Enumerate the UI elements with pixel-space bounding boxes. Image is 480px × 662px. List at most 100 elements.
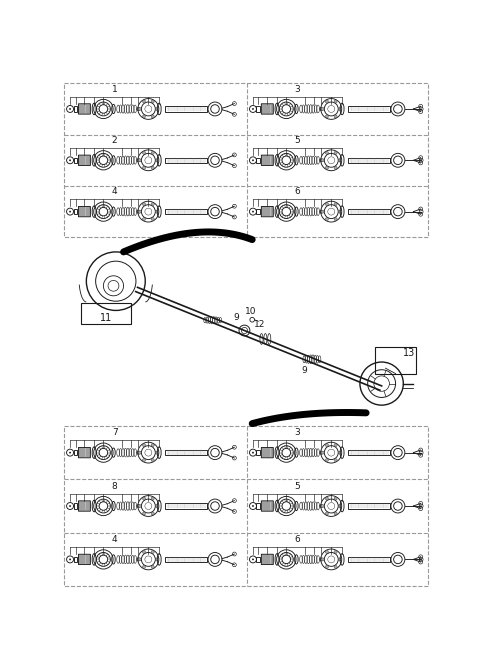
Circle shape: [320, 159, 323, 162]
Circle shape: [334, 550, 337, 553]
Circle shape: [252, 559, 254, 560]
Text: 10: 10: [245, 307, 256, 316]
Circle shape: [151, 218, 154, 220]
Circle shape: [325, 166, 328, 169]
Circle shape: [151, 565, 154, 569]
Text: 11: 11: [100, 313, 112, 323]
Circle shape: [137, 451, 140, 454]
Circle shape: [338, 504, 341, 508]
Circle shape: [69, 108, 71, 110]
FancyBboxPatch shape: [78, 155, 90, 166]
FancyBboxPatch shape: [261, 104, 273, 114]
Circle shape: [325, 497, 328, 500]
Circle shape: [320, 557, 323, 561]
Bar: [256, 209, 260, 214]
Circle shape: [320, 210, 323, 213]
Circle shape: [151, 550, 154, 553]
Circle shape: [320, 107, 323, 111]
Circle shape: [69, 160, 71, 162]
Circle shape: [334, 444, 337, 447]
Circle shape: [321, 159, 324, 162]
Circle shape: [69, 559, 71, 560]
Bar: [166, 450, 207, 455]
Circle shape: [321, 504, 324, 508]
Circle shape: [334, 512, 337, 515]
Circle shape: [151, 497, 154, 500]
Circle shape: [143, 444, 145, 447]
Bar: [348, 209, 390, 214]
Circle shape: [320, 451, 323, 454]
Text: 6: 6: [295, 535, 300, 544]
Text: 12: 12: [254, 320, 265, 328]
Circle shape: [321, 107, 324, 111]
Bar: [348, 557, 390, 562]
Circle shape: [252, 505, 254, 507]
Circle shape: [69, 451, 71, 453]
Circle shape: [151, 115, 154, 118]
Text: 13: 13: [403, 348, 416, 357]
Bar: [256, 107, 260, 112]
Text: 2: 2: [112, 136, 118, 145]
Bar: [166, 557, 207, 562]
Circle shape: [137, 159, 140, 162]
Circle shape: [137, 107, 140, 111]
Circle shape: [151, 100, 154, 103]
Circle shape: [143, 497, 145, 500]
Circle shape: [325, 203, 328, 206]
Text: 7: 7: [112, 428, 118, 437]
Bar: [256, 557, 260, 562]
Circle shape: [325, 459, 328, 461]
Circle shape: [143, 459, 145, 461]
Bar: [64, 426, 428, 586]
Circle shape: [143, 166, 145, 169]
Circle shape: [334, 100, 337, 103]
Circle shape: [325, 115, 328, 118]
FancyBboxPatch shape: [78, 554, 90, 565]
Text: 5: 5: [295, 136, 300, 145]
Circle shape: [138, 107, 141, 111]
Text: 9: 9: [301, 366, 307, 375]
Bar: [73, 503, 77, 508]
Circle shape: [143, 100, 145, 103]
Bar: [73, 209, 77, 214]
Circle shape: [321, 210, 324, 213]
Circle shape: [325, 512, 328, 515]
Circle shape: [143, 152, 145, 154]
Circle shape: [338, 159, 341, 162]
Circle shape: [334, 203, 337, 206]
Circle shape: [338, 451, 341, 454]
Circle shape: [338, 558, 341, 561]
FancyBboxPatch shape: [78, 501, 90, 511]
Bar: [73, 450, 77, 455]
Circle shape: [151, 459, 154, 461]
Bar: [166, 209, 207, 214]
Bar: [166, 503, 207, 508]
Circle shape: [321, 558, 324, 561]
Circle shape: [143, 512, 145, 515]
Bar: [166, 107, 207, 112]
Circle shape: [338, 210, 341, 213]
Bar: [348, 158, 390, 163]
Text: 4: 4: [112, 187, 118, 196]
Circle shape: [252, 211, 254, 213]
Circle shape: [143, 565, 145, 569]
Text: 1: 1: [112, 85, 118, 93]
Circle shape: [156, 159, 158, 162]
Bar: [348, 107, 390, 112]
Bar: [166, 158, 207, 163]
Circle shape: [325, 444, 328, 447]
Circle shape: [325, 152, 328, 154]
Circle shape: [143, 550, 145, 553]
Text: 6: 6: [295, 187, 300, 196]
Circle shape: [138, 451, 141, 454]
Circle shape: [156, 451, 158, 454]
Circle shape: [325, 550, 328, 553]
Bar: [73, 158, 77, 163]
FancyBboxPatch shape: [78, 104, 90, 114]
Circle shape: [138, 210, 141, 213]
Circle shape: [138, 558, 141, 561]
Circle shape: [338, 107, 341, 111]
Text: 4: 4: [112, 535, 118, 544]
Circle shape: [156, 107, 158, 111]
Bar: [73, 557, 77, 562]
